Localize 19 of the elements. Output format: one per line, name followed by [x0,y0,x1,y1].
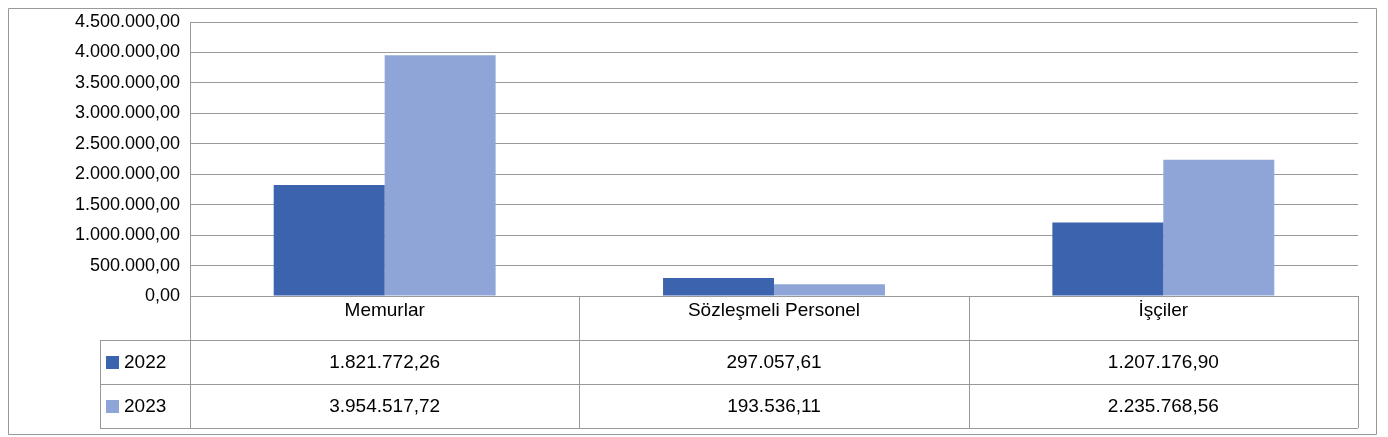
bar [774,284,885,296]
y-tick-label: 2.000.000,00 [74,163,180,184]
y-tick-label: 1.000.000,00 [74,224,180,245]
y-tick-label: 0,00 [144,284,180,305]
y-tick-label: 4.000.000,00 [74,41,180,62]
y-tick-label: 4.500.000,00 [74,10,180,31]
y-tick-label: 3.500.000,00 [74,71,180,92]
bar [1052,222,1164,296]
y-tick-label: 500.000,00 [89,254,180,275]
x-tick-label: Sözleşmeli Personel [687,298,861,320]
x-tick-label: İşçiler [1138,298,1189,320]
bar [1163,159,1275,296]
y-tick-label: 3.000.000,00 [74,102,180,123]
y-tick-label: 1.500.000,00 [74,193,180,214]
y-tick-label: 2.500.000,00 [74,132,180,153]
bar [273,185,385,296]
x-tick-label: Memurlar [344,298,426,320]
bar [384,55,496,296]
bar [663,277,774,296]
